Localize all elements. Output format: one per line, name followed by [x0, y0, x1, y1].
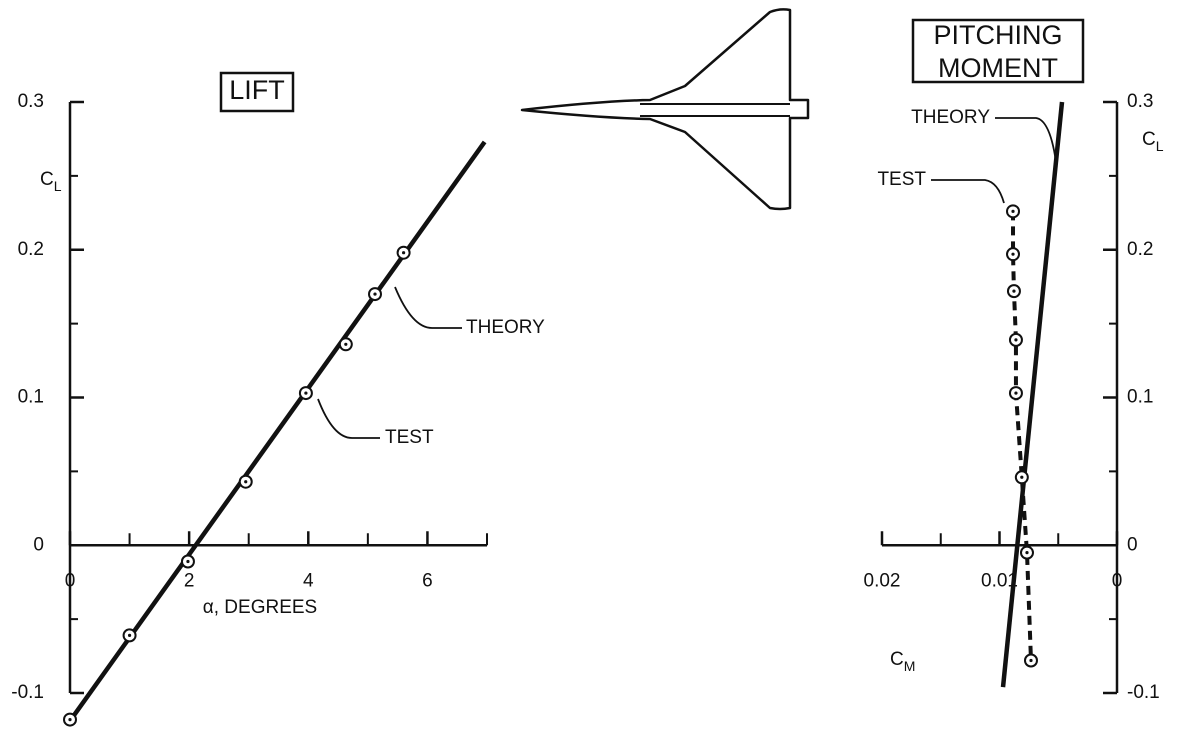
- y-tick-label: 0.1: [1127, 387, 1153, 408]
- test-point-center: [304, 391, 308, 395]
- test-point-center: [1014, 338, 1018, 342]
- y-axis-label-subscript: L: [1156, 138, 1164, 154]
- test-point-center: [68, 717, 72, 722]
- annotation: TEST: [877, 169, 926, 190]
- test-point-center: [1025, 551, 1029, 555]
- y-axis-label-symbol: C: [1142, 129, 1156, 150]
- test-point-center: [373, 292, 377, 296]
- chart-title: PITCHING: [933, 20, 1062, 50]
- title-box: [911, 18, 1085, 84]
- test-point-center: [1014, 391, 1018, 395]
- x-tick-label: 2: [184, 570, 195, 591]
- y-tick-label: 0: [1127, 534, 1138, 555]
- annotation: TEST: [385, 427, 434, 448]
- y-tick-label: 0.3: [18, 91, 44, 112]
- test-point-center: [244, 480, 248, 484]
- annotation-leader: [317, 398, 380, 439]
- test-point-center: [1011, 209, 1015, 213]
- y-tick-label: 0: [33, 534, 44, 555]
- x-axis-label-symbol: C: [890, 649, 904, 670]
- theory-line: [1000, 101, 1065, 688]
- test-point-center: [127, 633, 132, 637]
- test-point-center: [1029, 658, 1033, 663]
- aircraft-fuselage-line: [640, 103, 790, 117]
- y-tick-label: -0.1: [1127, 682, 1160, 703]
- x-tick-label: 0: [1112, 570, 1123, 591]
- test-point-center: [1012, 289, 1016, 293]
- test-point-center: [1011, 252, 1015, 256]
- chart-title: LIFT: [229, 75, 285, 105]
- y-tick-label: 0.1: [18, 387, 44, 408]
- y-axis-label: CL: [1142, 129, 1164, 154]
- y-tick-label: 0.3: [1127, 91, 1153, 112]
- test-point-center: [402, 251, 406, 255]
- x-tick-label: 0: [65, 570, 76, 591]
- x-tick-label: 0.02: [864, 570, 901, 591]
- annotation: THEORY: [466, 317, 545, 338]
- x-axis-label: α, DEGREES: [203, 597, 317, 618]
- x-tick-label: 4: [303, 570, 314, 591]
- y-tick-label: -0.1: [11, 682, 44, 703]
- x-tick-label: 6: [422, 570, 433, 591]
- x-tick-label: 0.01: [981, 570, 1018, 591]
- test-point-center: [186, 559, 190, 564]
- test-point-center: [344, 342, 348, 346]
- y-axis-label-subscript: L: [54, 178, 62, 194]
- x-axis-label: CM: [890, 649, 915, 674]
- x-axis-label-subscript: M: [904, 658, 916, 674]
- y-tick-label: 0.2: [18, 239, 44, 260]
- title-box: [219, 71, 295, 113]
- y-tick-label: 0.2: [1127, 239, 1153, 260]
- y-axis-label: CL: [40, 169, 62, 194]
- y-axis-label-symbol: C: [40, 169, 54, 190]
- test-point-center: [1020, 475, 1024, 479]
- annotation-leader: [995, 117, 1057, 163]
- annotation-leader: [394, 286, 462, 329]
- aircraft-drawing: [520, 8, 810, 211]
- annotation: THEORY: [911, 107, 990, 128]
- annotation-leader: [931, 179, 1005, 204]
- chart-title: MOMENT: [938, 53, 1058, 83]
- theory-line: [71, 140, 487, 718]
